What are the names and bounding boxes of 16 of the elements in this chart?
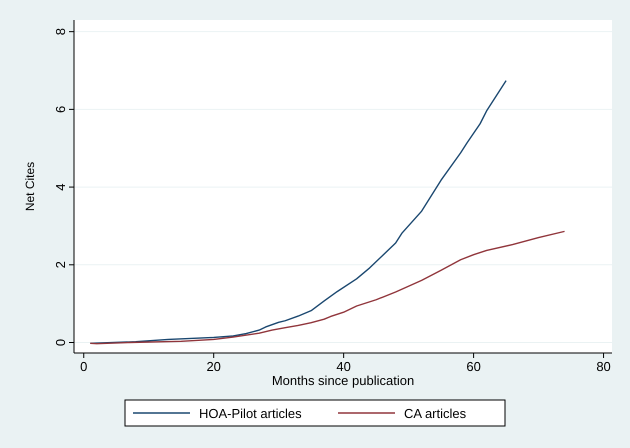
- x-tick-label: 60: [466, 359, 481, 374]
- line-series: [90, 230, 566, 344]
- x-axis-title: Months since publication: [272, 373, 414, 388]
- line-series: [90, 80, 507, 344]
- y-tick-label: 4: [53, 183, 68, 191]
- y-tick-label: 6: [53, 106, 68, 113]
- legend-label: HOA-Pilot articles: [199, 406, 302, 421]
- x-tick-label: 20: [206, 359, 221, 374]
- y-tick-label: 8: [53, 28, 68, 36]
- x-tick-label: 80: [596, 359, 611, 374]
- legend-label: CA articles: [404, 406, 467, 421]
- y-tick-label: 2: [53, 261, 68, 268]
- x-tick-label: 0: [80, 359, 88, 374]
- y-axis-title: Net Cites: [23, 162, 37, 212]
- x-tick-label: 40: [336, 359, 351, 374]
- y-tick-label: 0: [53, 338, 68, 346]
